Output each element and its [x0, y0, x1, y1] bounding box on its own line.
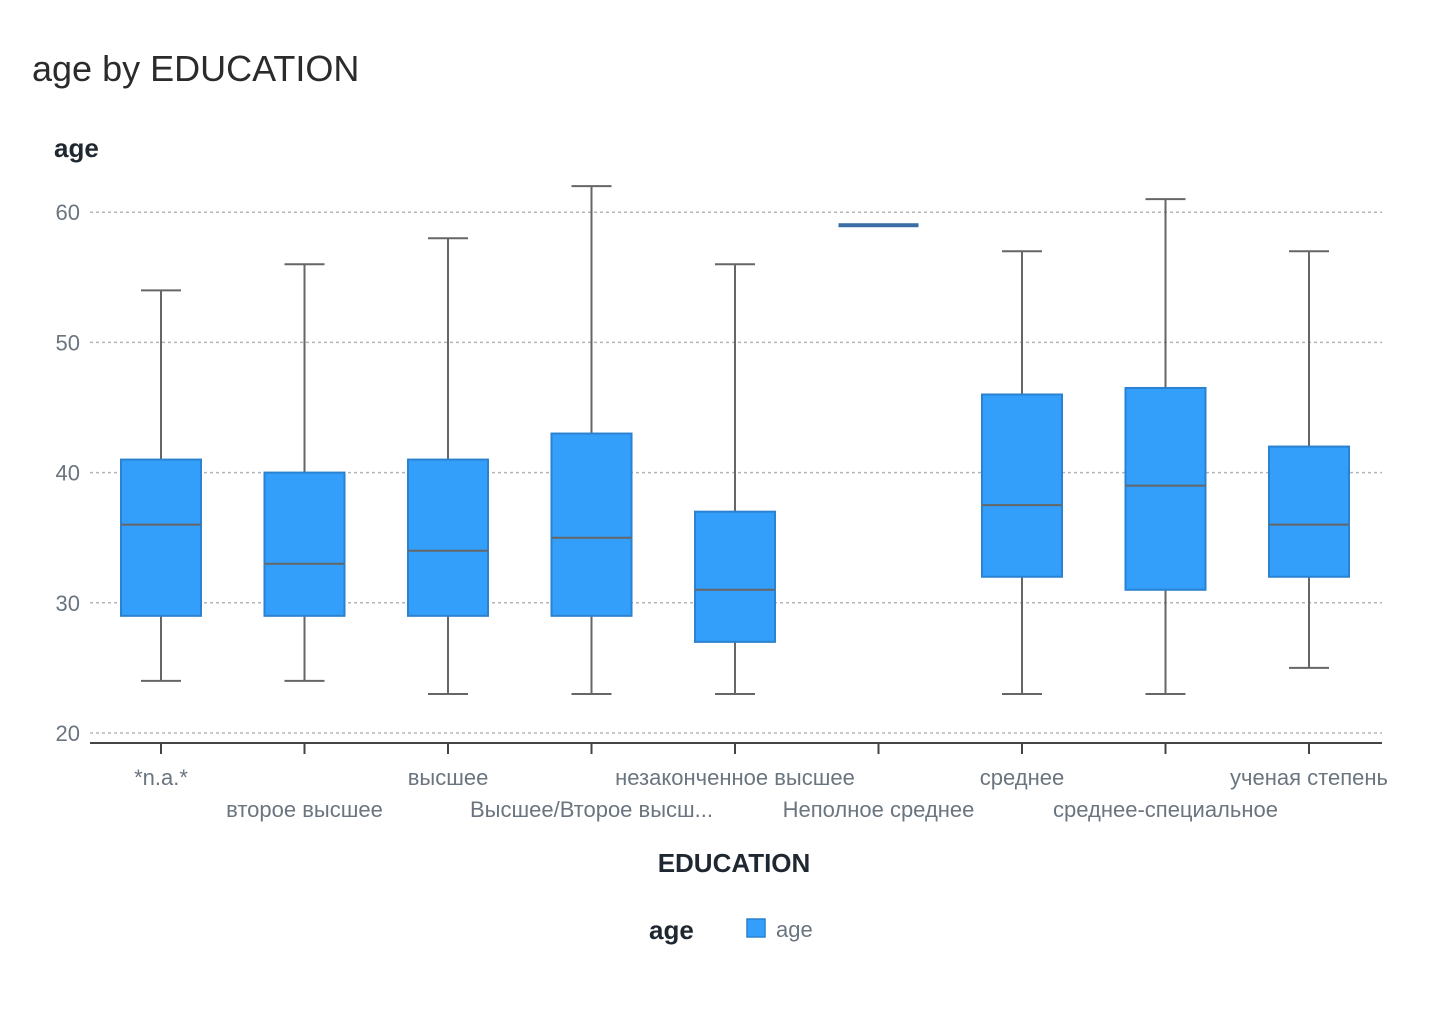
box-5 — [694, 263, 776, 695]
box-3 — [407, 237, 489, 695]
boxes — [120, 185, 1350, 695]
box-iqr — [120, 458, 202, 617]
box-iqr — [1268, 445, 1350, 578]
chart-title: age by EDUCATION — [32, 48, 360, 89]
box-9 — [1268, 250, 1350, 669]
x-tick-label: высшее — [408, 765, 489, 790]
y-axis-ticks: 20 30 40 50 60 — [56, 200, 80, 746]
box-iqr — [263, 471, 346, 617]
x-tick-label: Высшее/Второе высш... — [470, 797, 713, 822]
legend-item-age[interactable]: age — [776, 917, 813, 942]
box-iqr — [550, 432, 633, 617]
box-flat — [838, 223, 919, 228]
y-tick-label: 50 — [56, 330, 80, 355]
y-axis-title: age — [54, 133, 99, 163]
box-8 — [1124, 198, 1207, 695]
x-tick-label: среднее — [980, 765, 1064, 790]
x-tick-label: второе высшее — [226, 797, 383, 822]
box-iqr — [1124, 386, 1207, 591]
box-iqr — [694, 510, 776, 643]
box-1 — [120, 289, 202, 682]
box-2 — [263, 263, 346, 682]
box-7 — [981, 250, 1063, 695]
x-tick-label: незаконченное высшее — [615, 765, 855, 790]
legend-swatch — [746, 918, 766, 938]
x-tick-label: среднее-специальное — [1053, 797, 1278, 822]
x-axis-title: EDUCATION — [658, 848, 811, 878]
x-tick-label: *n.a.* — [134, 765, 188, 790]
x-axis-ticks: *n.a.* второе высшее высшее Высшее/Второе в… — [134, 743, 1388, 822]
x-tick-label: ученая степень — [1230, 765, 1388, 790]
box-4 — [550, 185, 633, 695]
box-iqr — [981, 393, 1063, 578]
legend-title: age — [649, 915, 694, 945]
box-6 — [838, 223, 919, 228]
x-tick-label: Неполное среднее — [783, 797, 975, 822]
y-tick-label: 30 — [56, 591, 80, 616]
y-tick-label: 40 — [56, 461, 80, 486]
y-tick-label: 60 — [56, 200, 80, 225]
legend[interactable]: age age — [649, 915, 813, 945]
y-tick-label: 20 — [56, 721, 80, 746]
box-iqr — [407, 458, 489, 617]
